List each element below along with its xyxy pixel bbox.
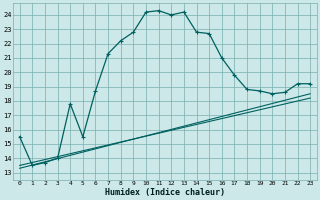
X-axis label: Humidex (Indice chaleur): Humidex (Indice chaleur) [105,188,225,197]
